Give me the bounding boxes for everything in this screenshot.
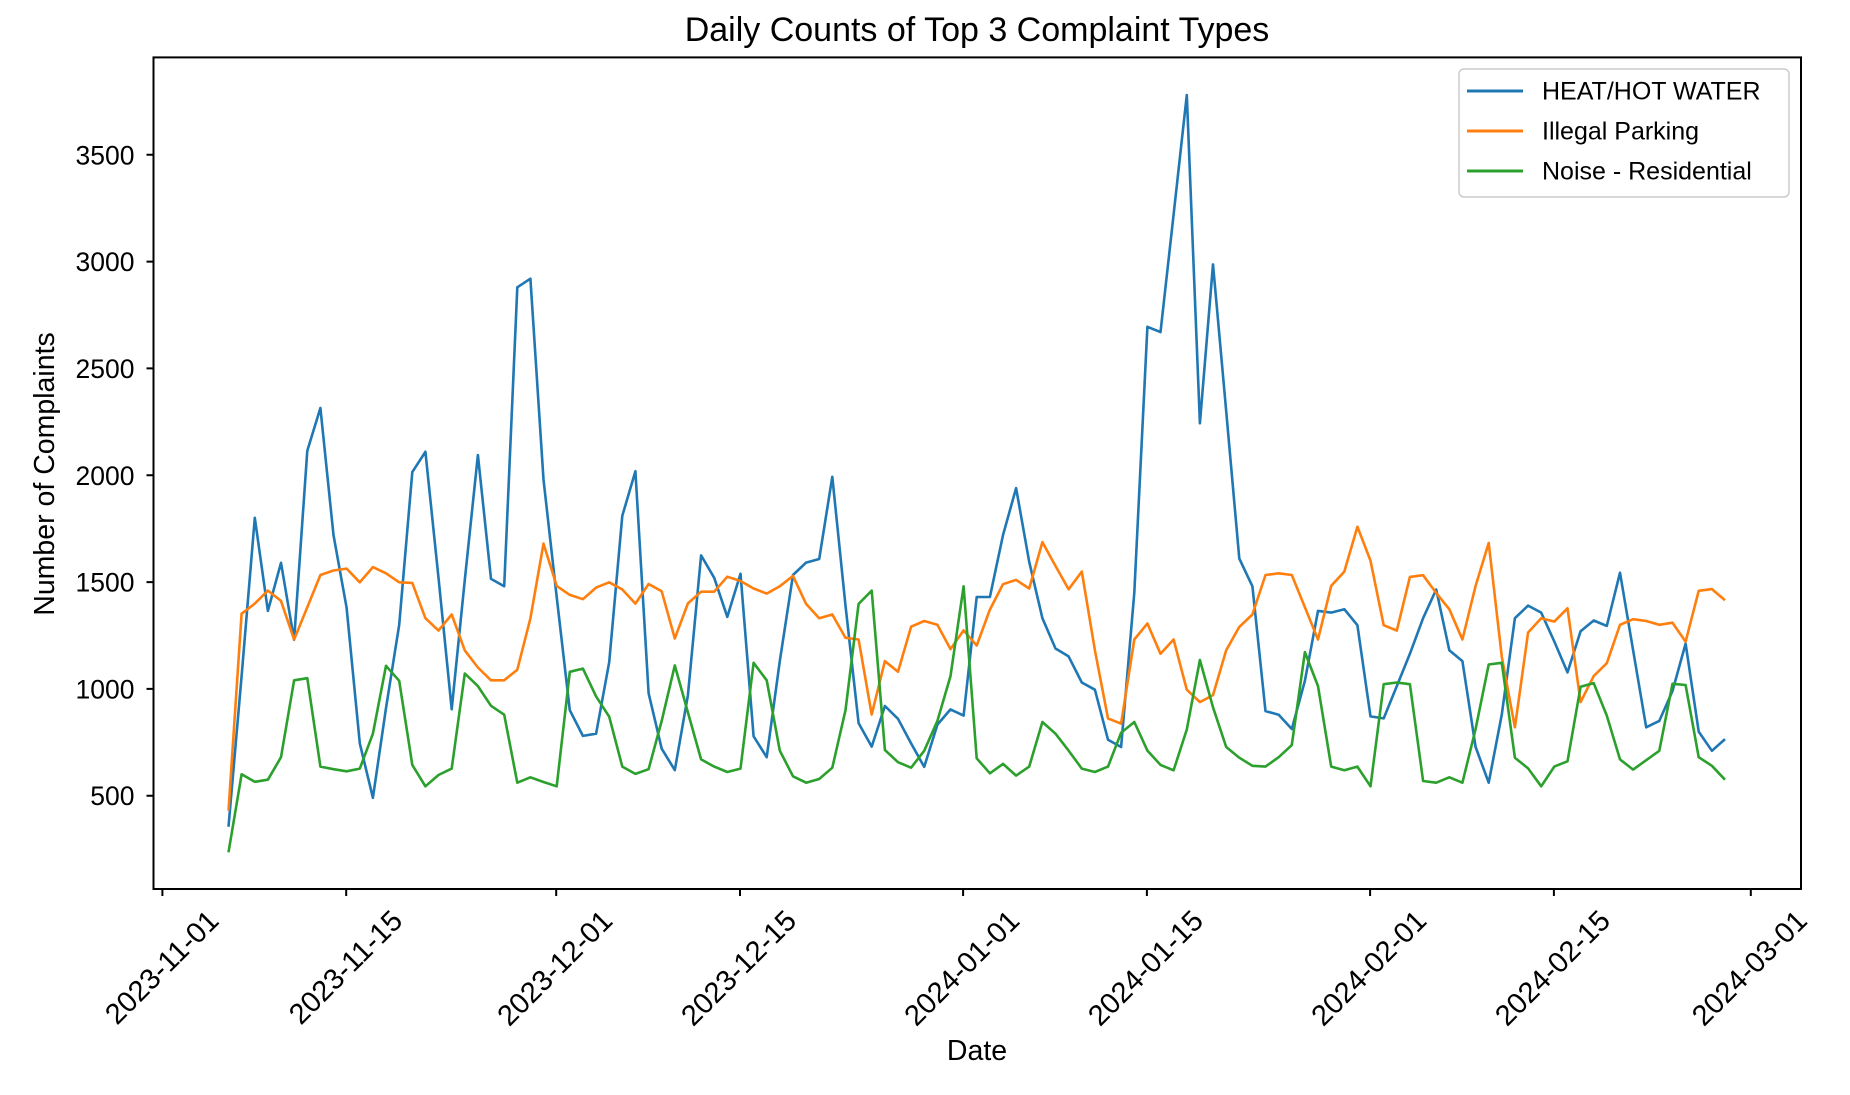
svg-text:HEAT/HOT WATER: HEAT/HOT WATER [1542, 78, 1761, 106]
svg-text:Daily Counts of Top 3 Complain: Daily Counts of Top 3 Complaint Types [685, 11, 1270, 49]
svg-text:Date: Date [947, 1035, 1007, 1067]
svg-text:1500: 1500 [76, 568, 135, 598]
svg-text:500: 500 [90, 781, 134, 811]
svg-text:Number of Complaints: Number of Complaints [29, 332, 61, 616]
svg-text:1000: 1000 [76, 674, 135, 704]
svg-text:2000: 2000 [76, 461, 135, 491]
svg-text:3500: 3500 [76, 140, 135, 170]
svg-text:Illegal Parking: Illegal Parking [1542, 118, 1699, 146]
svg-text:Noise - Residential: Noise - Residential [1542, 158, 1752, 186]
svg-text:2500: 2500 [76, 354, 135, 384]
svg-text:3000: 3000 [76, 247, 135, 277]
